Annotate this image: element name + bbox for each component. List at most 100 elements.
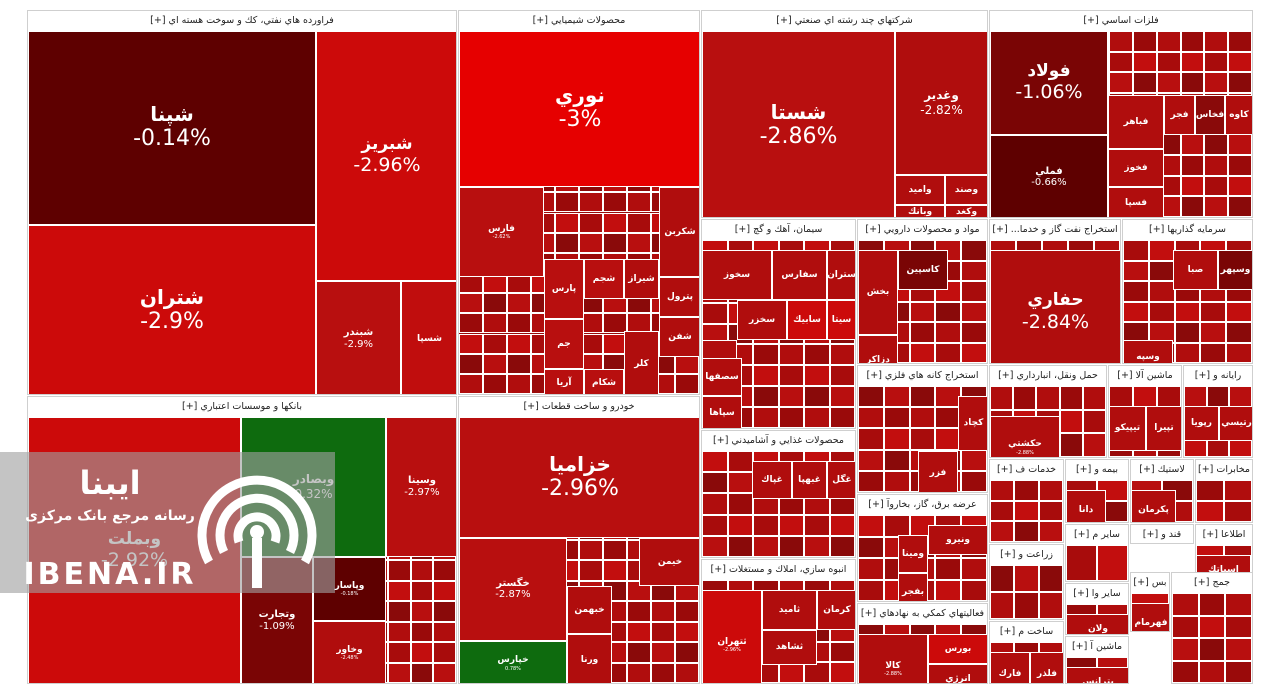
minor-symbol-tile[interactable] — [1174, 301, 1201, 322]
stock-tile-oil-3[interactable]: شبندر -2.9% — [316, 281, 401, 394]
stock-tile-plastic-0[interactable]: پكرمان — [1131, 490, 1176, 522]
minor-symbol-tile[interactable] — [804, 344, 830, 366]
stock-tile-metal-6[interactable]: فخوز — [1108, 149, 1164, 187]
minor-symbol-tile[interactable] — [727, 472, 753, 494]
stock-tile-build-1[interactable]: فلذر — [1030, 652, 1063, 683]
minor-symbol-tile[interactable] — [702, 514, 728, 536]
minor-symbol-tile[interactable] — [1180, 134, 1205, 155]
minor-symbol-tile[interactable] — [507, 333, 531, 354]
minor-symbol-tile[interactable] — [1180, 175, 1205, 197]
minor-symbol-tile[interactable] — [459, 313, 483, 334]
minor-symbol-tile[interactable] — [1228, 196, 1252, 217]
minor-symbol-tile[interactable] — [410, 621, 434, 643]
minor-symbol-tile[interactable] — [1180, 51, 1205, 73]
minor-symbol-tile[interactable] — [388, 642, 411, 663]
minor-symbol-tile[interactable] — [1156, 72, 1181, 93]
stock-tile-auto-1[interactable]: خگستر -2.87% — [459, 538, 567, 641]
sector-header[interactable]: استخراج نفت گاز و خدما... [+] — [990, 220, 1120, 239]
minor-symbol-tile[interactable] — [829, 386, 855, 408]
minor-symbol-tile[interactable] — [935, 301, 962, 322]
minor-symbol-tile[interactable] — [858, 428, 884, 450]
minor-symbol-tile[interactable] — [410, 601, 434, 622]
minor-symbol-tile[interactable] — [675, 601, 699, 622]
minor-symbol-tile[interactable] — [778, 535, 804, 557]
sector-header[interactable]: مخابرات [+] — [1196, 460, 1252, 479]
minor-symbol-tile[interactable] — [1172, 593, 1199, 616]
minor-symbol-tile[interactable] — [778, 386, 804, 408]
minor-symbol-tile[interactable] — [1059, 433, 1083, 457]
minor-symbol-tile[interactable] — [1148, 260, 1175, 281]
minor-symbol-tile[interactable] — [1172, 660, 1199, 683]
minor-symbol-tile[interactable] — [858, 449, 884, 471]
minor-symbol-tile[interactable] — [883, 449, 910, 471]
stock-tile-minerals-1[interactable]: فزر — [918, 451, 958, 492]
minor-symbol-tile[interactable] — [483, 353, 507, 374]
minor-symbol-tile[interactable] — [1204, 51, 1229, 73]
minor-symbol-tile[interactable] — [753, 365, 779, 387]
minor-symbol-tile[interactable] — [990, 521, 1015, 542]
sector-header[interactable]: حمل ونقل، انبارداري [+] — [990, 366, 1106, 385]
minor-symbol-tile[interactable] — [1198, 638, 1226, 661]
minor-symbol-tile[interactable] — [603, 192, 627, 213]
stock-tile-auto-5[interactable]: ورنا — [567, 634, 612, 683]
minor-symbol-tile[interactable] — [388, 662, 411, 683]
minor-symbol-tile[interactable] — [909, 322, 936, 343]
minor-symbol-tile[interactable] — [961, 260, 987, 281]
stock-tile-multi-5[interactable]: وكغد — [945, 205, 987, 217]
minor-symbol-tile[interactable] — [961, 470, 987, 492]
minor-symbol-tile[interactable] — [961, 579, 987, 601]
minor-symbol-tile[interactable] — [829, 344, 855, 366]
minor-symbol-tile[interactable] — [858, 515, 884, 537]
minor-symbol-tile[interactable] — [1156, 51, 1181, 73]
minor-symbol-tile[interactable] — [1038, 592, 1063, 619]
minor-symbol-tile[interactable] — [727, 535, 753, 557]
stock-tile-multi-1[interactable]: وغدير -2.82% — [895, 31, 987, 175]
sector-header[interactable]: سرمايه گذاريها [+] — [1123, 220, 1252, 239]
stock-tile-oil-2[interactable]: شتران -2.9% — [28, 225, 316, 394]
minor-symbol-tile[interactable] — [1226, 342, 1252, 363]
stock-tile-insurance-0[interactable]: دانا — [1066, 490, 1106, 522]
minor-symbol-tile[interactable] — [990, 500, 1015, 522]
minor-symbol-tile[interactable] — [883, 386, 910, 408]
minor-symbol-tile[interactable] — [1172, 615, 1199, 638]
sector-header[interactable]: قند و [+] — [1131, 525, 1193, 543]
minor-symbol-tile[interactable] — [1228, 51, 1252, 73]
minor-symbol-tile[interactable] — [935, 579, 962, 601]
minor-symbol-tile[interactable] — [603, 560, 627, 581]
minor-symbol-tile[interactable] — [1228, 175, 1252, 197]
minor-symbol-tile[interactable] — [433, 580, 456, 602]
stock-tile-chem-5[interactable]: شيراز — [624, 259, 659, 299]
minor-symbol-tile[interactable] — [675, 642, 699, 663]
minor-symbol-tile[interactable] — [483, 373, 507, 394]
minor-symbol-tile[interactable] — [388, 580, 411, 602]
minor-symbol-tile[interactable] — [1014, 480, 1039, 501]
minor-symbol-tile[interactable] — [829, 514, 855, 536]
minor-symbol-tile[interactable] — [990, 386, 1014, 410]
minor-symbol-tile[interactable] — [603, 313, 627, 334]
minor-symbol-tile[interactable] — [1014, 592, 1039, 619]
minor-symbol-tile[interactable] — [858, 558, 884, 580]
minor-symbol-tile[interactable] — [1204, 196, 1229, 217]
minor-symbol-tile[interactable] — [753, 535, 779, 557]
minor-symbol-tile[interactable] — [1014, 565, 1039, 592]
minor-symbol-tile[interactable] — [579, 232, 603, 253]
minor-symbol-tile[interactable] — [1228, 155, 1252, 176]
stock-tile-chem-2[interactable]: شكربن — [659, 187, 699, 277]
sector-header[interactable]: جمج [+] — [1172, 573, 1252, 592]
minor-symbol-tile[interactable] — [990, 480, 1015, 501]
minor-symbol-tile[interactable] — [507, 293, 531, 314]
sector-header[interactable]: رايانه و [+] — [1184, 366, 1252, 385]
minor-symbol-tile[interactable] — [1132, 51, 1157, 73]
minor-symbol-tile[interactable] — [579, 539, 603, 561]
minor-symbol-tile[interactable] — [1059, 409, 1083, 434]
minor-symbol-tile[interactable] — [883, 515, 910, 537]
minor-symbol-tile[interactable] — [1123, 260, 1149, 281]
sector-header[interactable]: ساير وا [+] — [1066, 584, 1128, 603]
minor-symbol-tile[interactable] — [702, 451, 728, 473]
minor-symbol-tile[interactable] — [459, 333, 483, 354]
stock-tile-power-2[interactable]: بفجر — [898, 573, 928, 601]
minor-symbol-tile[interactable] — [433, 560, 456, 581]
minor-symbol-tile[interactable] — [1123, 301, 1149, 322]
minor-symbol-tile[interactable] — [727, 493, 753, 515]
minor-symbol-tile[interactable] — [1204, 175, 1229, 197]
